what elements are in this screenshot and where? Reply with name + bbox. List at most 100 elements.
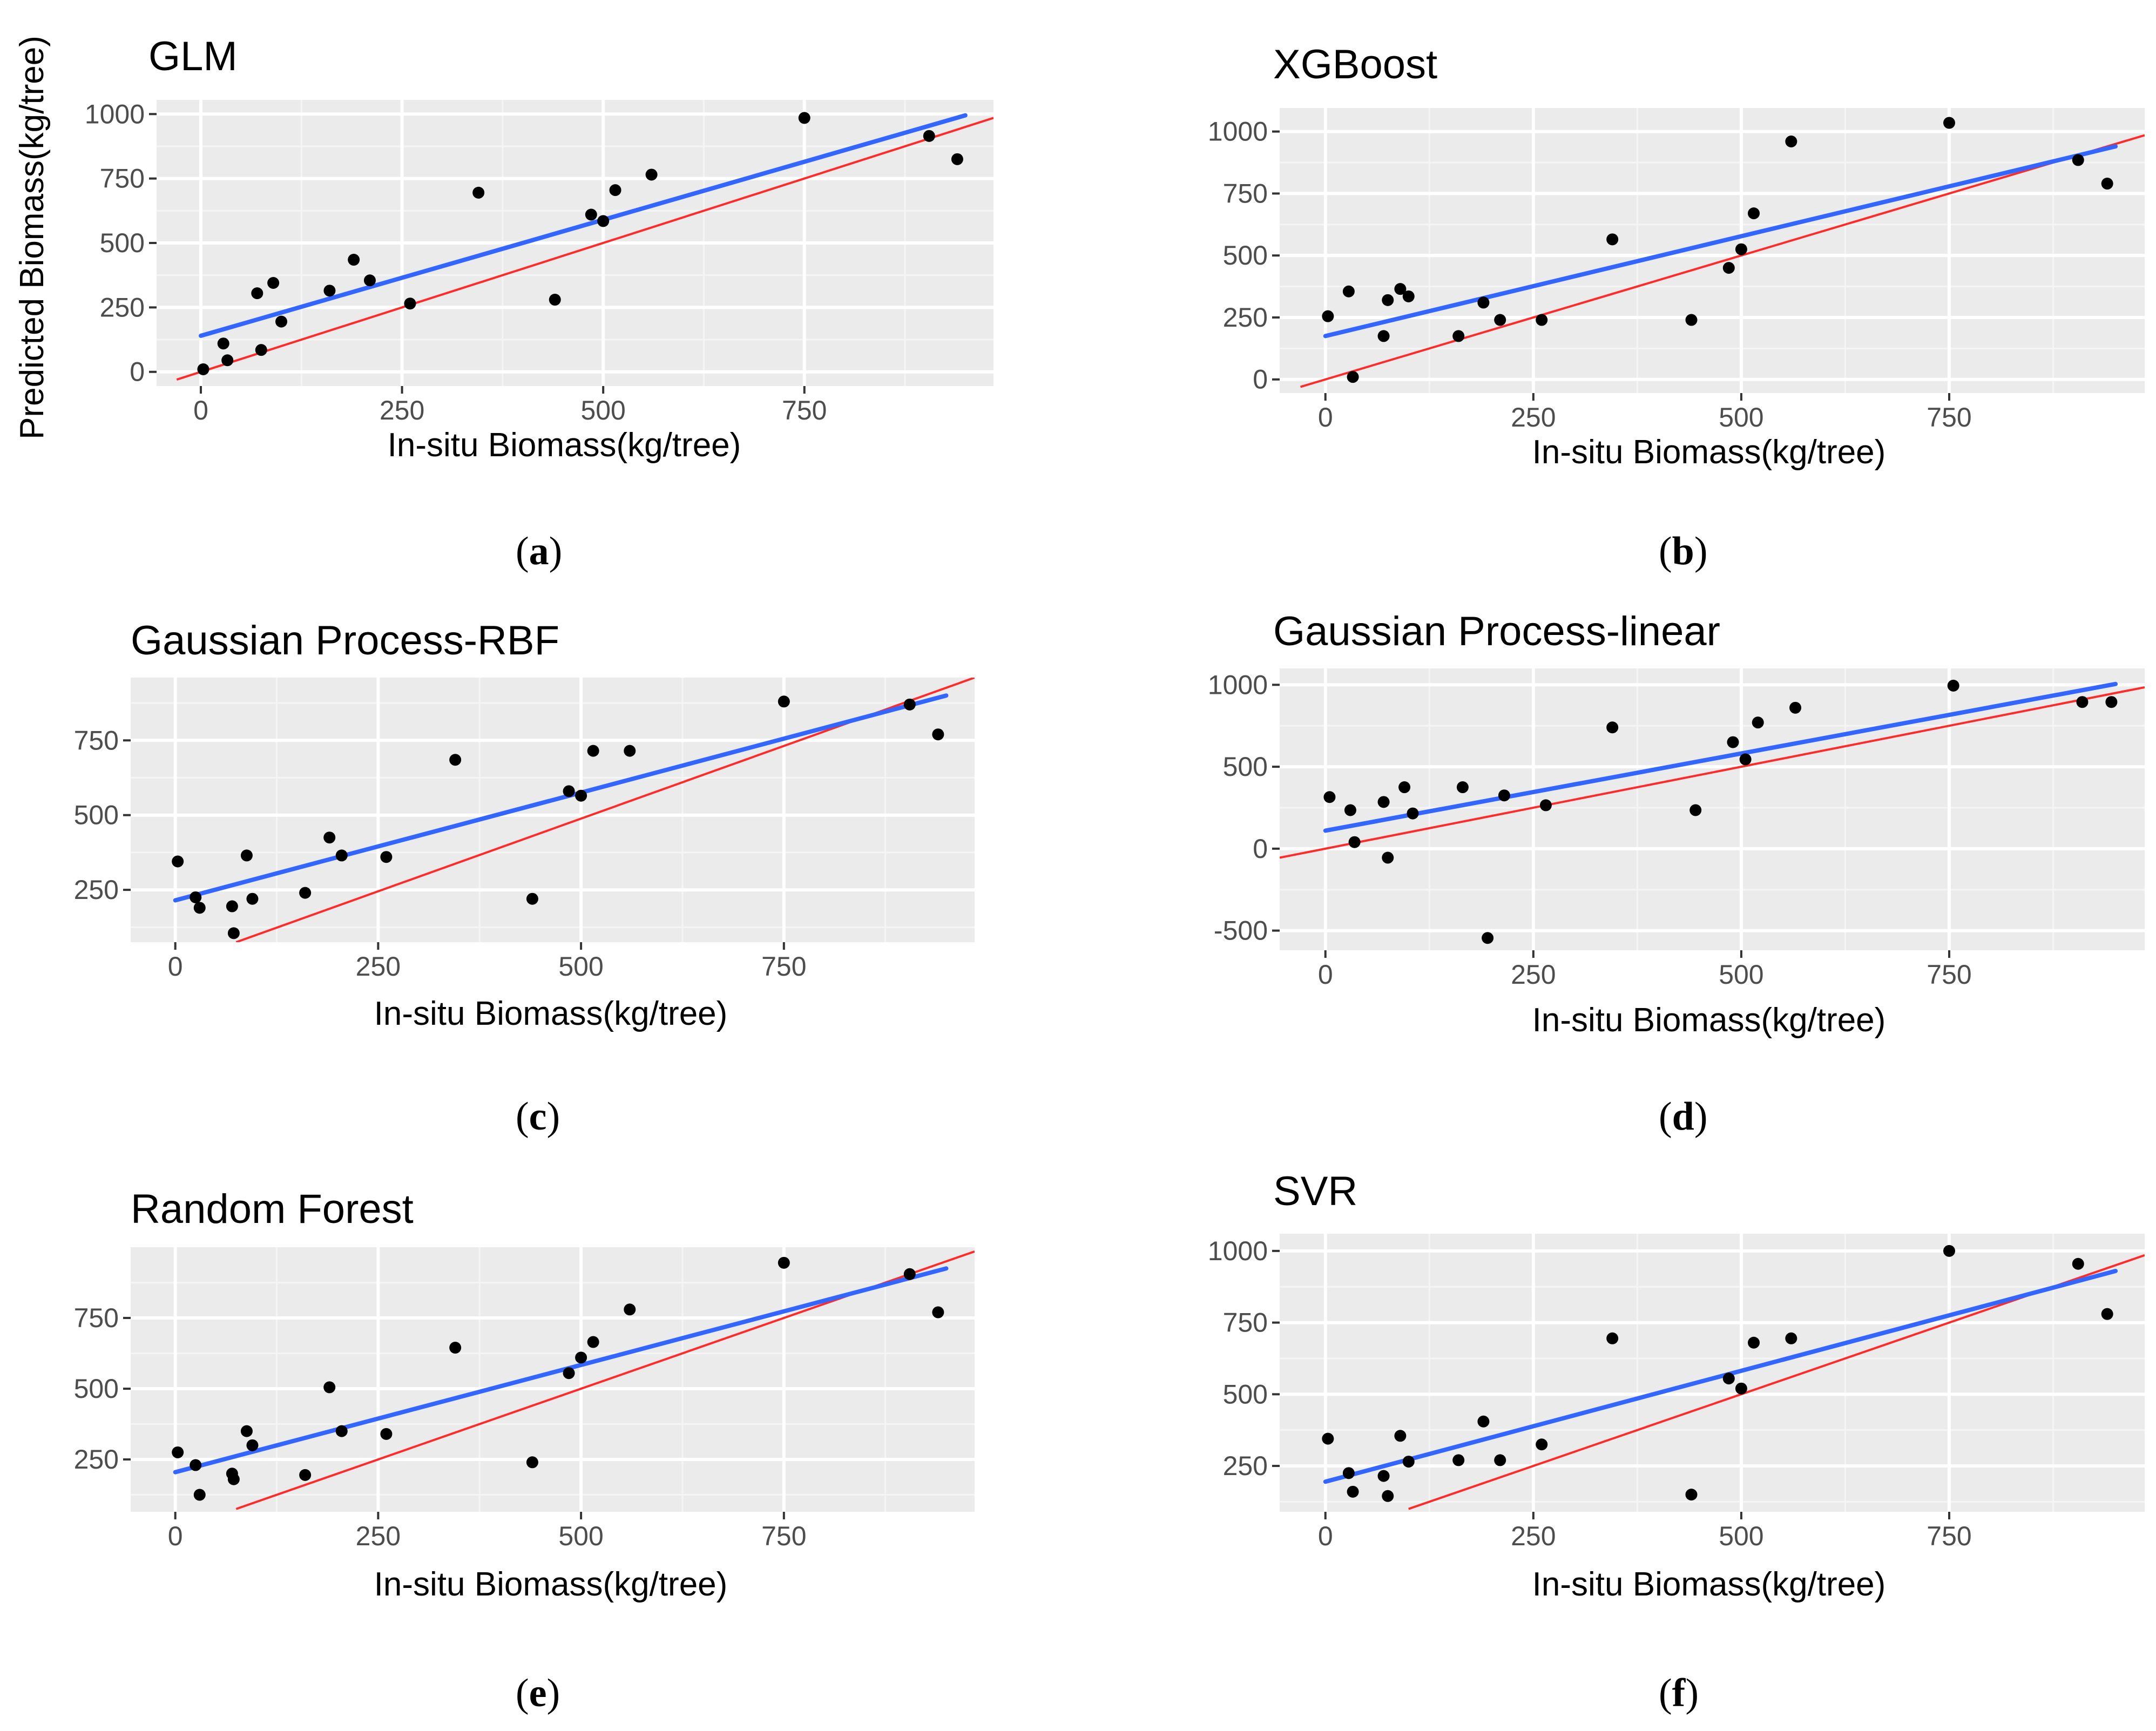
x-tick-label: 250: [1511, 959, 1556, 990]
data-point: [1342, 285, 1355, 297]
data-point: [323, 831, 336, 844]
data-point: [227, 1473, 240, 1485]
y-tick-label: 250: [100, 292, 145, 322]
panel-title: GLM: [148, 33, 238, 79]
data-point: [197, 363, 209, 375]
data-point: [1394, 1430, 1407, 1442]
data-point: [1539, 799, 1552, 812]
x-tick-label: 0: [1318, 1521, 1333, 1551]
data-point: [585, 208, 597, 221]
identity-line: [1280, 686, 2145, 859]
panel-caption: (c): [516, 1094, 560, 1139]
data-point: [240, 1425, 253, 1437]
panel-gaussian-process-linear: Gaussian Process-linear 0 250 500 750 -500 0 5…: [1208, 608, 2145, 1139]
data-point: [563, 785, 575, 797]
identity-line: [176, 117, 993, 381]
x-tick-label: 0: [168, 951, 183, 982]
plot-area: 0 250 500 750 0 250 500 750 1000: [85, 99, 993, 425]
x-tick-label: 250: [356, 1521, 401, 1551]
x-axis-label: In-situ Biomass(kg/tree): [1532, 1566, 1886, 1603]
data-point: [323, 285, 336, 297]
data-point: [778, 1256, 790, 1269]
data-point: [1685, 1489, 1698, 1501]
data-point: [172, 1446, 184, 1458]
x-tick-label: 500: [558, 1521, 603, 1551]
data-point: [380, 851, 393, 863]
y-tick-label: 250: [1223, 302, 1268, 333]
y-tick-label: 500: [1223, 1379, 1268, 1409]
x-tick-label: 500: [558, 951, 603, 982]
data-point: [609, 184, 621, 197]
data-point: [299, 887, 312, 899]
data-point: [1606, 1332, 1619, 1344]
x-axis-label: In-situ Biomass(kg/tree): [1532, 434, 1886, 471]
data-point: [624, 745, 636, 757]
plot-area: 0 250 500 750 0 250 500 750 1000: [1208, 108, 2145, 432]
data-point: [1748, 1336, 1760, 1349]
data-point: [1494, 314, 1506, 326]
data-point: [1947, 679, 1959, 692]
data-point: [363, 274, 376, 287]
x-tick-label: 500: [1719, 1521, 1763, 1551]
data-point: [1322, 310, 1334, 322]
panel-caption: (f): [1659, 1671, 1699, 1715]
x-tick-label: 250: [1511, 1521, 1556, 1551]
data-point: [1382, 294, 1394, 306]
y-tick-label: 0: [130, 357, 145, 387]
data-point: [1402, 290, 1415, 302]
x-tick-label: 0: [168, 1521, 183, 1551]
data-point: [1722, 262, 1735, 274]
panel-xgboost: XGBoost 0 250 500 750 0 250 500 750 1000 In-situ…: [1208, 42, 2145, 573]
fit-line: [1323, 144, 2118, 339]
data-point: [903, 698, 916, 711]
data-point: [2072, 1257, 2084, 1270]
data-point: [1382, 1490, 1394, 1502]
y-tick-label: 500: [74, 800, 119, 830]
fit-line: [1323, 1269, 2118, 1484]
x-tick-label: 0: [1318, 402, 1333, 432]
fit-line: [173, 693, 949, 903]
panel-caption: (a): [516, 529, 562, 573]
data-point: [563, 1367, 575, 1380]
plot-area: 0 250 500 750 250 500 750 1000: [1208, 1234, 2145, 1551]
data-point: [1739, 753, 1752, 766]
data-point: [1482, 932, 1494, 944]
y-tick-label: 750: [74, 725, 119, 755]
data-point: [217, 337, 229, 350]
x-tick-label: 500: [580, 395, 625, 425]
data-point: [2105, 696, 2118, 708]
data-point: [575, 789, 587, 802]
data-point: [778, 695, 790, 708]
x-axis-label: In-situ Biomass(kg/tree): [388, 427, 741, 464]
data-point: [246, 892, 259, 905]
y-tick-label: 750: [1223, 1308, 1268, 1338]
panel-title: Gaussian Process-RBF: [131, 618, 559, 664]
data-point: [1342, 1467, 1355, 1479]
data-point: [1394, 283, 1407, 295]
data-point: [597, 215, 610, 227]
data-point: [472, 186, 485, 199]
data-point: [1382, 851, 1394, 864]
fit-line: [198, 113, 968, 338]
data-point: [575, 1351, 587, 1364]
data-point: [1377, 796, 1390, 808]
x-axis-label: In-situ Biomass(kg/tree): [374, 1566, 728, 1603]
data-point: [380, 1428, 393, 1440]
data-point: [549, 294, 561, 306]
data-point: [1722, 1372, 1735, 1385]
x-tick-label: 250: [1511, 402, 1556, 432]
plot-area: 0 250 500 750 250 500 750: [74, 678, 975, 982]
x-tick-label: 750: [761, 951, 806, 982]
x-tick-label: 500: [1719, 959, 1763, 990]
data-point: [923, 130, 935, 142]
plot-marks: [173, 678, 975, 942]
data-point: [240, 849, 253, 862]
data-point: [526, 1456, 538, 1469]
y-tick-label: 500: [100, 228, 145, 258]
y-tick-label: 1000: [85, 99, 145, 129]
y-tick-label: 0: [1253, 834, 1268, 864]
plot-background: [1280, 108, 2145, 393]
data-point: [335, 1425, 348, 1437]
data-point: [251, 287, 263, 300]
